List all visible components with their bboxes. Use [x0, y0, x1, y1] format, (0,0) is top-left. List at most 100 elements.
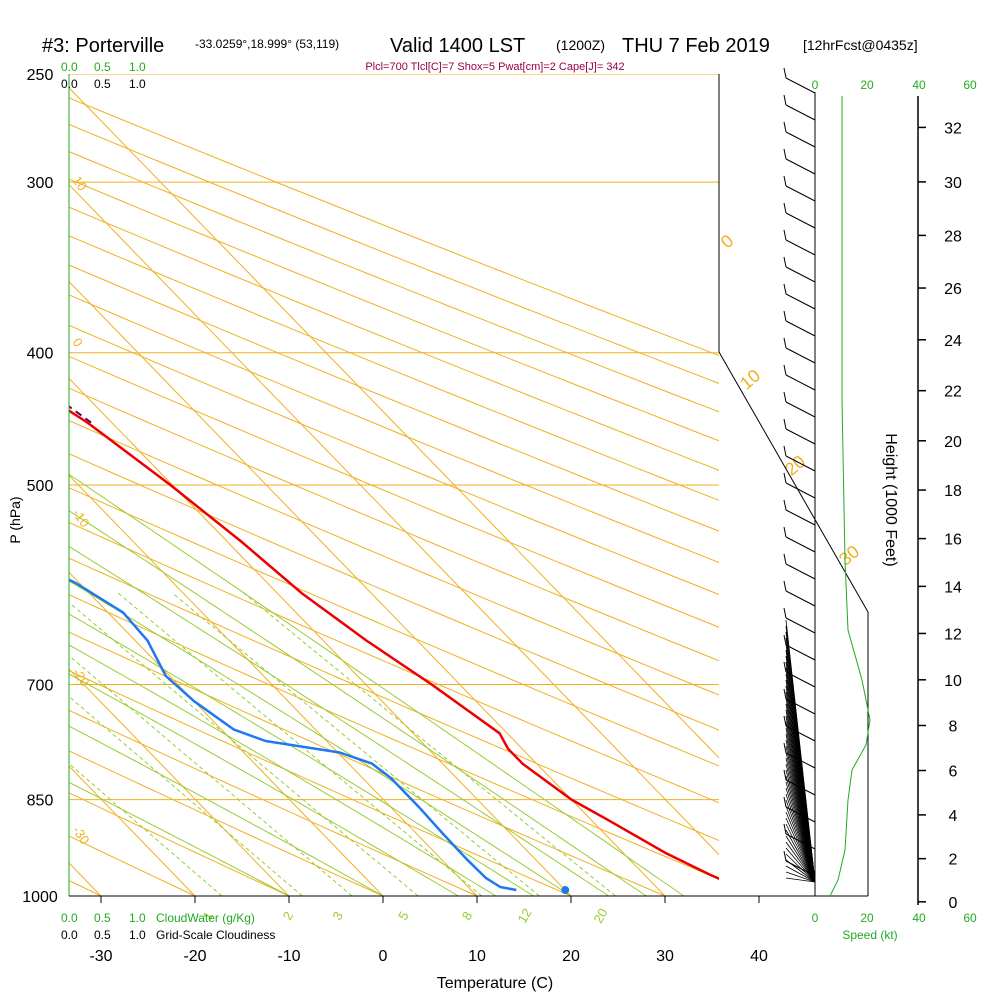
- speed-tick-bottom: 0: [812, 911, 819, 925]
- wind-shade-line: [785, 835, 816, 883]
- height-tick-label: 6: [949, 764, 958, 781]
- isotherm-line: [69, 668, 290, 896]
- cloudiness-scale-bottom: 0.0 0.5 1.0 Grid-Scale Cloudiness: [61, 928, 275, 942]
- dry-adiabat: [69, 355, 719, 628]
- isotherm-label: -10: [70, 506, 93, 530]
- dry-adiabat: [69, 123, 719, 384]
- height-tick-label: 26: [944, 281, 962, 298]
- height-tick-label: 18: [944, 483, 962, 500]
- wind-barb: [785, 779, 816, 796]
- speed-profile-line: [829, 96, 871, 897]
- cloudiness-tick-bottom: 0.5: [94, 928, 111, 942]
- dry-adiabat: [69, 594, 719, 880]
- wind-barb-flag: [783, 607, 787, 619]
- wind-barb: [785, 131, 816, 148]
- cloudwater-tick-top: 0.0: [61, 60, 78, 74]
- speed-tick-bottom: 20: [860, 911, 874, 925]
- pressure-tick-label: 400: [27, 346, 54, 363]
- speed-tick-top: 0: [812, 78, 819, 92]
- wind-barb-flag: [783, 175, 787, 187]
- parcel-curve: [69, 405, 92, 424]
- speed-tick-top: 60: [963, 78, 977, 92]
- wind-barb: [785, 671, 816, 688]
- speed-tick-bottom: 40: [912, 911, 926, 925]
- dry-adiabat: [69, 487, 719, 767]
- dry-adiabat: [69, 151, 719, 413]
- mixing-ratio-label: 2: [280, 909, 297, 923]
- mixing-ratio-label: 20: [590, 906, 610, 926]
- height-tick-label: 32: [944, 120, 962, 137]
- wind-barb: [785, 158, 816, 175]
- wind-barb: [785, 725, 816, 742]
- dry-adiabat: [69, 557, 719, 842]
- temperature-curve: [69, 409, 719, 880]
- mixing-ratio-lines: [69, 592, 616, 896]
- pressure-axis-label: P (hPa): [7, 496, 23, 543]
- wind-shade-line: [785, 871, 816, 883]
- dewpoint-curve: [69, 578, 517, 892]
- moist-adiabat: [69, 644, 497, 896]
- wind-barb-flag: [783, 229, 787, 241]
- sounding-profiles: [69, 405, 719, 895]
- height-tick-label: 8: [949, 718, 958, 735]
- temperature-tick-label: 0: [379, 948, 388, 965]
- wind-barb-flag: [783, 121, 787, 133]
- pressure-tick-label: 300: [27, 175, 54, 192]
- height-tick-label: 14: [944, 579, 962, 596]
- cloudwater-tick-bottom: 0.5: [94, 911, 111, 925]
- wind-barb: [785, 401, 816, 418]
- wind-shade-line: [785, 811, 816, 883]
- mixing-ratio-line: [172, 592, 540, 896]
- mixing-ratio-line: [243, 592, 616, 896]
- wind-barb: [785, 293, 816, 310]
- wind-barb: [785, 77, 816, 94]
- cloudiness-tick-top: 1.0: [129, 77, 146, 91]
- wind-barb: [785, 239, 816, 256]
- wind-barbs: [783, 67, 816, 877]
- temperature-tick-label: -10: [277, 948, 300, 965]
- wind-shade-line: [785, 865, 816, 883]
- moist-adiabat: [69, 545, 609, 896]
- wind-barb-flag: [783, 364, 787, 376]
- height-tick-label: 4: [949, 808, 958, 825]
- height-tick-label: 12: [944, 626, 962, 643]
- station-name: #3: Porterville: [42, 35, 164, 57]
- mixing-ratio-label: 3: [329, 909, 346, 923]
- speed-axis-label: Speed (kt): [842, 928, 897, 942]
- isotherm-line: [69, 183, 719, 856]
- wind-barb-flag: [783, 634, 787, 646]
- moist-adiabat: [69, 725, 384, 896]
- wind-barb-flag: [783, 256, 787, 268]
- moist-adiabat: [69, 473, 685, 896]
- mixing-ratio-line: [69, 601, 419, 896]
- cloudwater-scale-top: 0.0 0.5 1.0: [61, 60, 146, 74]
- wind-shade-line: [785, 823, 816, 883]
- wind-barb: [785, 617, 816, 634]
- height-tick-label: 10: [944, 673, 962, 690]
- isotherm-line: [69, 571, 384, 896]
- thermo-grid: [69, 74, 719, 896]
- wind-barb: [785, 752, 816, 769]
- dry-adiabat: [69, 453, 719, 731]
- temperature-tick-label: 10: [468, 948, 486, 965]
- moist-adiabat: [69, 781, 290, 896]
- pressure-tick-label: 850: [27, 793, 54, 810]
- cloudiness-tick-bottom: 1.0: [129, 928, 146, 942]
- wind-barb-flag: [783, 553, 787, 565]
- wind-barb-flag: [783, 796, 787, 808]
- wind-barb: [785, 644, 816, 661]
- isotherm-label: 0: [70, 335, 86, 350]
- wind-barb: [785, 509, 816, 526]
- height-tick-label: 20: [944, 434, 962, 451]
- height-tick-label: 2: [949, 852, 958, 869]
- height-tick-label: 22: [944, 384, 962, 401]
- pressure-tick-label: 250: [27, 67, 54, 84]
- height-tick-label: 16: [944, 532, 962, 549]
- dry-adiabat: [69, 294, 719, 564]
- dry-adiabat: [69, 670, 572, 896]
- cloudiness-tick-bottom: 0.0: [61, 928, 78, 942]
- dry-adiabat: [69, 521, 719, 804]
- wind-barb: [785, 536, 816, 553]
- wind-barb-flag: [783, 391, 787, 403]
